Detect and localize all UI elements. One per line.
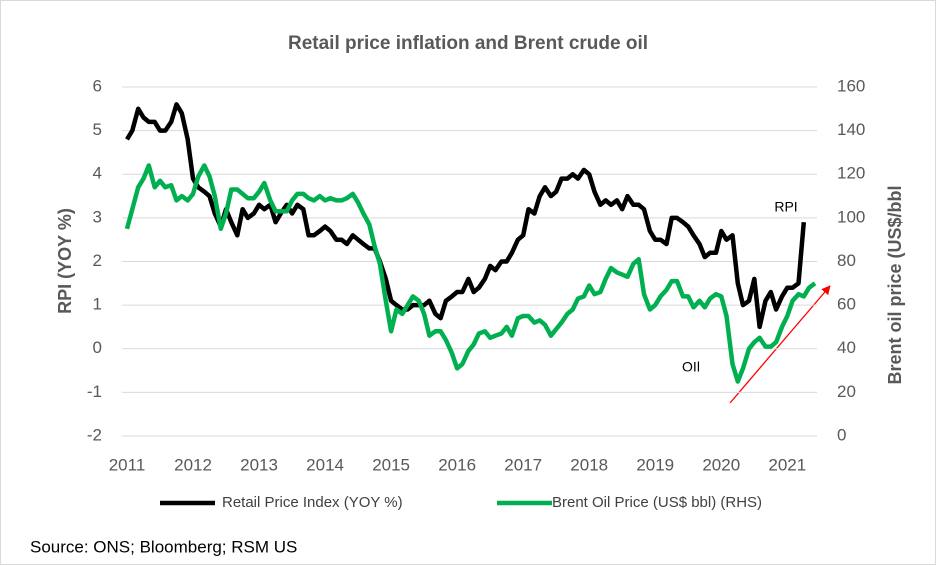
annotation: OIl [682,359,700,375]
y2-tick-label: 160 [837,76,865,95]
y-tick-label: 3 [93,207,102,226]
x-tick-label: 2020 [702,455,740,474]
y2-tick-label: 80 [837,251,856,270]
y-tick-label: 6 [93,76,102,95]
y-tick-label: 5 [93,120,102,139]
source-note: Source: ONS; Bloomberg; RSM US [30,537,297,556]
y-tick-label: 0 [93,338,102,357]
y-tick-label: 4 [93,164,102,183]
series-line [125,102,807,330]
x-tick-label: 2021 [768,455,806,474]
annotation: RPI [774,199,797,215]
x-tick-label: 2019 [636,455,674,474]
series-line [124,163,817,384]
y-tick-label: 2 [93,251,102,270]
x-tick-label: 2016 [438,455,476,474]
y-axis-label: RPI (YOY %) [55,208,75,314]
y2-tick-label: 140 [837,120,865,139]
y-tick-label: 1 [93,295,102,314]
legend-label: Brent Oil Price (US$ bbl) (RHS) [552,494,762,511]
chart-title: Retail price inflation and Brent crude o… [288,33,648,54]
x-tick-label: 2018 [570,455,608,474]
y2-tick-label: 0 [837,425,846,444]
y2-tick-label: 40 [837,338,856,357]
x-tick-label: 2012 [174,455,212,474]
x-tick-label: 2015 [372,455,410,474]
y2-tick-label: 60 [837,295,856,314]
plot [124,102,817,384]
x-tick-label: 2014 [306,455,344,474]
legend-label: Retail Price Index (YOY %) [222,494,403,511]
x-tick-label: 2017 [504,455,542,474]
y-tick-label: -2 [87,425,102,444]
y2-tick-label: 100 [837,207,865,226]
y2-axis-label: Brent oil price (US$/bbl [885,185,905,384]
x-tick-label: 2011 [109,455,146,474]
y-tick-label: -1 [87,382,102,401]
legend: Retail Price Index (YOY %) Brent Oil Pric… [160,494,762,511]
y2-tick-label: 20 [837,382,856,401]
y2-tick-label: 120 [837,164,865,183]
x-tick-label: 2013 [240,455,278,474]
